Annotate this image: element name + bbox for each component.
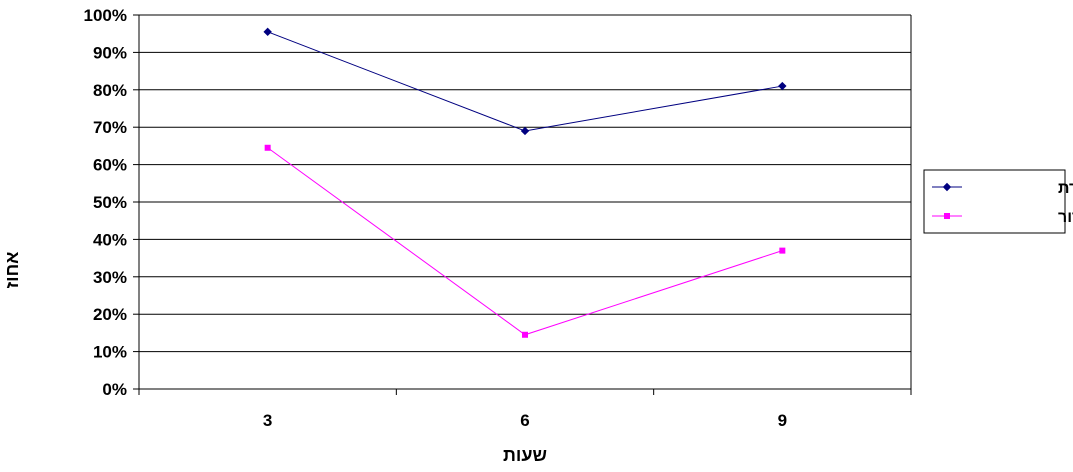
y-tick-label: 60% <box>93 156 127 175</box>
x-tick-label: 9 <box>778 411 787 430</box>
series-1-point <box>263 27 272 37</box>
series-2-point <box>522 331 528 338</box>
legend-swatch-marker <box>944 213 950 219</box>
y-tick-label: 0% <box>102 380 127 399</box>
y-tick-label: 100% <box>84 6 127 25</box>
x-tick-label: 3 <box>263 411 272 430</box>
y-tick-label: 50% <box>93 193 127 212</box>
x-axis-ticks: 3 6 9 <box>138 389 912 430</box>
series-2-point <box>264 144 271 151</box>
x-tick-label: 6 <box>520 411 529 430</box>
y-tick-label: 20% <box>93 305 127 324</box>
legend-box <box>923 169 1066 234</box>
y-tick-label: 30% <box>93 268 127 287</box>
y-tick-label: 40% <box>93 230 127 249</box>
series-1-point <box>778 81 787 91</box>
y-axis-title: אחוז <box>2 252 22 289</box>
legend-swatch-marker <box>942 182 952 192</box>
y-tick-label: 10% <box>93 343 127 362</box>
legend-label: קונפידור <box>1058 209 1073 226</box>
legend-label: ביקורת <box>1058 180 1073 197</box>
series-layer <box>263 27 787 338</box>
y-tick-label: 70% <box>93 118 127 137</box>
legend: ביקורת קונפידור <box>923 169 1073 234</box>
y-axis-ticks: 0% 10% 20% 30% 40% 50% 60% 70% 80% 90% 100% <box>84 6 139 399</box>
y-tick-label: 80% <box>93 81 127 100</box>
y-tick-label: 90% <box>93 43 127 62</box>
gridlines <box>139 14 911 353</box>
series-2-point <box>779 247 786 254</box>
x-axis-title: שעות <box>503 445 547 465</box>
series-1-point <box>520 126 530 136</box>
